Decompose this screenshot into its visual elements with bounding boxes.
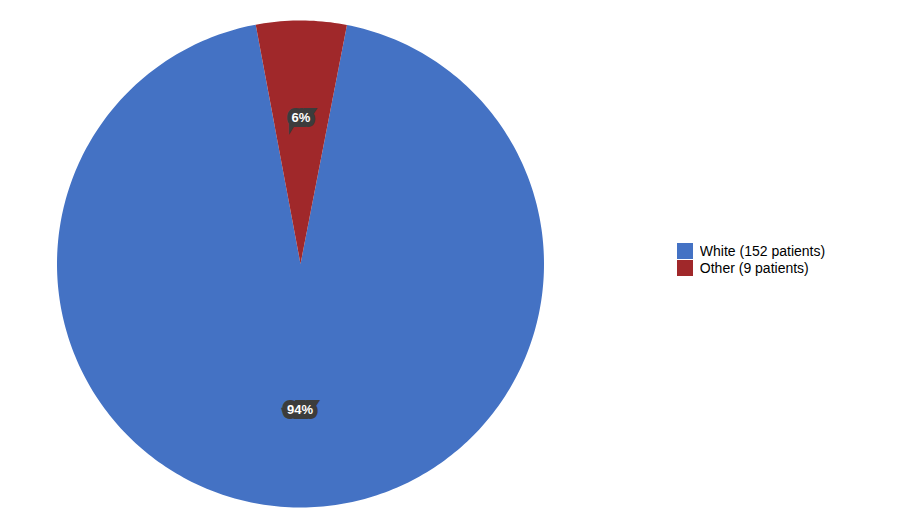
svg-text:6%: 6%: [292, 110, 311, 125]
html-text:Other (9 patients): Other (9 patients): [699, 260, 809, 276]
html-text:White (152 patients): White (152 patients): [699, 243, 826, 259]
svg-text:94%: 94%: [287, 402, 313, 417]
